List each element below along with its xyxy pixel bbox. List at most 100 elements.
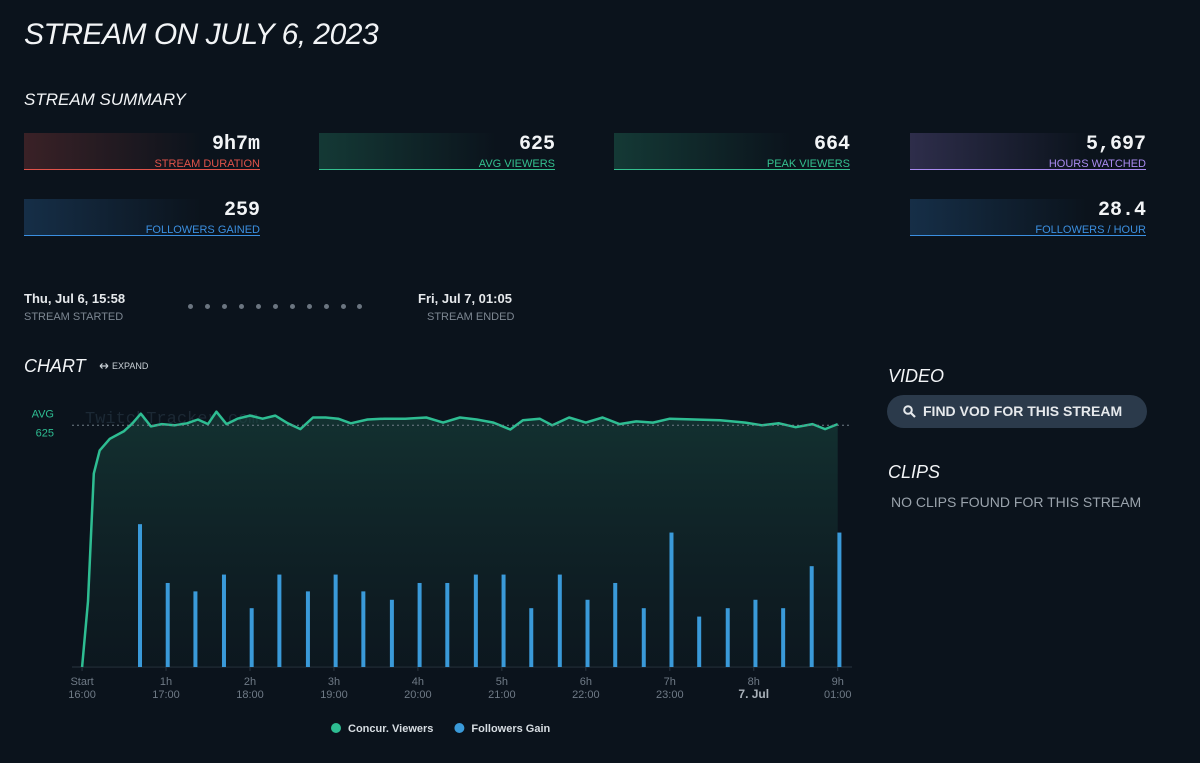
stat-label: PEAK VIEWERS <box>766 158 850 170</box>
x-tick-sublabel: 18:00 <box>236 689 264 701</box>
timeline-dot <box>222 304 227 309</box>
x-tick-label: 6h <box>580 676 592 688</box>
legend-marker <box>331 723 341 733</box>
stat-label: FOLLOWERS GAINED <box>145 224 260 236</box>
button-label: FIND VOD FOR THIS STREAM <box>923 403 1123 419</box>
follower-bar <box>697 616 702 667</box>
follower-bar <box>445 582 450 667</box>
follower-bar <box>781 608 786 667</box>
timeline-dot <box>324 304 329 309</box>
follower-bar <box>138 524 143 667</box>
follower-bar <box>361 591 366 667</box>
x-tick-label: 3h <box>328 676 340 688</box>
stat-label: HOURS WATCHED <box>1048 158 1146 170</box>
avg-label: AVG <box>32 408 54 420</box>
legend-label: Followers Gain <box>471 723 550 735</box>
timeline-dot <box>188 304 193 309</box>
x-tick-label: 2h <box>244 676 256 688</box>
avg-value: 625 <box>36 427 54 439</box>
clips-title: CLIPS <box>888 462 941 482</box>
start-label: STREAM STARTED <box>24 311 124 323</box>
timeline-dot <box>256 304 261 309</box>
expand-link[interactable]: EXPAND <box>112 361 149 371</box>
legend-label: Concur. Viewers <box>348 723 433 735</box>
follower-bar <box>641 608 646 667</box>
search-icon <box>903 405 916 418</box>
x-tick-sublabel: 21:00 <box>488 689 516 701</box>
x-tick-label: 5h <box>496 676 508 688</box>
start-time: Thu, Jul 6, 15:58 <box>24 291 126 306</box>
follower-bar <box>753 599 758 667</box>
follower-bar <box>837 532 842 667</box>
stat-card: 28.4 FOLLOWERS / HOUR <box>910 199 1146 236</box>
timeline-dot <box>273 304 278 309</box>
follower-bar <box>193 591 198 667</box>
x-tick-sublabel: 23:00 <box>656 689 684 701</box>
follower-bar <box>165 582 170 667</box>
timeline-dot <box>307 304 312 309</box>
x-tick-sublabel: 19:00 <box>320 689 348 701</box>
follower-bar <box>669 532 674 667</box>
x-tick-sublabel: 22:00 <box>572 689 600 701</box>
follower-bar <box>725 608 730 667</box>
x-tick-sublabel: 7. Jul <box>738 687 769 701</box>
timeline-dot <box>205 304 210 309</box>
find-vod-button[interactable]: FIND VOD FOR THIS STREAM <box>887 395 1147 428</box>
follower-bar <box>585 599 590 667</box>
x-tick-label: 8h <box>748 676 760 688</box>
stat-card: 5,697 HOURS WATCHED <box>910 133 1146 170</box>
follower-bar <box>333 574 338 667</box>
end-time: Fri, Jul 7, 01:05 <box>418 291 512 306</box>
x-tick-sublabel: 20:00 <box>404 689 432 701</box>
follower-bar <box>389 599 394 667</box>
x-tick-label: Start <box>70 676 93 688</box>
stat-card: 625 AVG VIEWERS <box>319 133 555 170</box>
stat-value: 664 <box>813 133 850 156</box>
video-title: VIDEO <box>888 366 945 386</box>
follower-bar <box>613 582 618 667</box>
stat-value: 5,697 <box>1085 133 1146 156</box>
stat-card: 259 FOLLOWERS GAINED <box>24 199 260 236</box>
follower-bar <box>417 582 422 667</box>
x-tick-label: 1h <box>160 676 172 688</box>
stat-label: FOLLOWERS / HOUR <box>1035 224 1146 236</box>
timeline-dot <box>357 304 362 309</box>
x-tick-label: 4h <box>412 676 424 688</box>
timeline-dot <box>239 304 244 309</box>
follower-bar <box>305 591 310 667</box>
legend-marker <box>454 723 465 733</box>
stat-card: 664 PEAK VIEWERS <box>614 133 850 170</box>
chart: TwitchTracker.comAVG625Start16:001h17:00… <box>32 408 852 735</box>
x-tick-sublabel: 17:00 <box>152 689 180 701</box>
expand-icon[interactable] <box>99 362 109 370</box>
stat-card: 9h7m STREAM DURATION <box>24 133 260 170</box>
clips-empty: NO CLIPS FOUND FOR THIS STREAM <box>891 494 1142 510</box>
follower-bar <box>809 566 814 667</box>
follower-bar <box>529 608 534 667</box>
end-label: STREAM ENDED <box>427 311 515 323</box>
follower-bar <box>277 574 282 667</box>
stat-value: 28.4 <box>1097 199 1146 222</box>
follower-bar <box>501 574 506 667</box>
stat-value: 625 <box>518 133 555 156</box>
x-tick-sublabel: 01:00 <box>824 689 852 701</box>
follower-bar <box>557 574 562 667</box>
stat-value: 9h7m <box>211 133 260 156</box>
timeline-dot <box>290 304 295 309</box>
stat-value: 259 <box>223 199 260 222</box>
stat-label: STREAM DURATION <box>154 158 260 170</box>
section-title: STREAM SUMMARY <box>24 90 186 109</box>
viewers-line <box>80 410 839 668</box>
x-tick-label: 7h <box>664 676 676 688</box>
chart-title: CHART <box>24 356 86 376</box>
stat-label: AVG VIEWERS <box>478 158 555 170</box>
timeline-dot <box>341 304 346 309</box>
follower-bar <box>249 608 254 667</box>
follower-bar <box>473 574 478 667</box>
area-fill <box>82 411 838 667</box>
x-tick-label: 9h <box>832 676 844 688</box>
page-title: STREAM ON JULY 6, 2023 <box>24 18 379 51</box>
x-tick-sublabel: 16:00 <box>68 689 96 701</box>
follower-bar <box>221 574 226 667</box>
